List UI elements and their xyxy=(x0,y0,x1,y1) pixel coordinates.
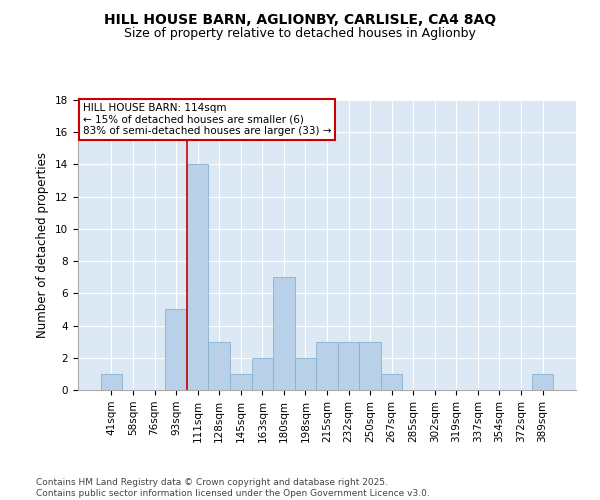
Bar xyxy=(316,342,338,390)
Text: HILL HOUSE BARN: 114sqm
← 15% of detached houses are smaller (6)
83% of semi-det: HILL HOUSE BARN: 114sqm ← 15% of detache… xyxy=(83,103,331,136)
Bar xyxy=(532,374,553,390)
Bar xyxy=(208,342,230,390)
Y-axis label: Number of detached properties: Number of detached properties xyxy=(37,152,49,338)
Text: Size of property relative to detached houses in Aglionby: Size of property relative to detached ho… xyxy=(124,28,476,40)
Bar xyxy=(101,374,122,390)
Bar xyxy=(381,374,403,390)
Bar xyxy=(295,358,316,390)
Text: Contains HM Land Registry data © Crown copyright and database right 2025.
Contai: Contains HM Land Registry data © Crown c… xyxy=(36,478,430,498)
Bar xyxy=(166,310,187,390)
Bar xyxy=(230,374,251,390)
Bar xyxy=(187,164,208,390)
Text: HILL HOUSE BARN, AGLIONBY, CARLISLE, CA4 8AQ: HILL HOUSE BARN, AGLIONBY, CARLISLE, CA4… xyxy=(104,12,496,26)
Bar xyxy=(359,342,381,390)
Bar xyxy=(338,342,359,390)
Bar xyxy=(251,358,273,390)
Bar xyxy=(273,277,295,390)
